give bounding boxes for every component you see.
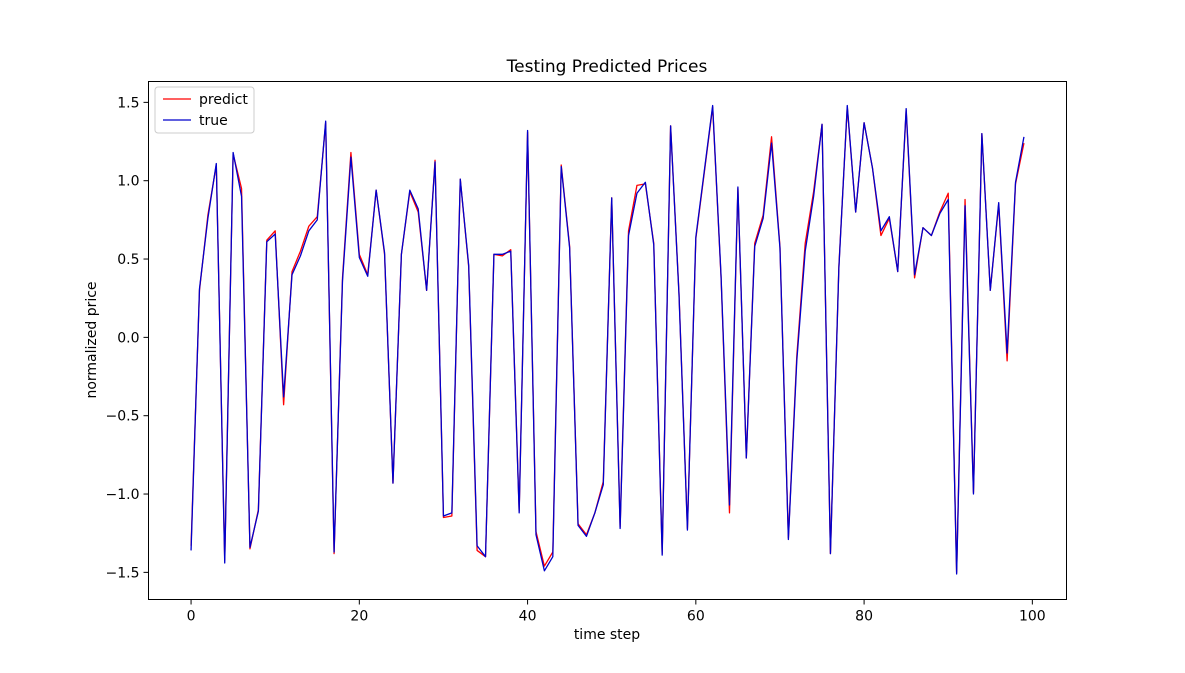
legend-label-true: true: [199, 113, 228, 129]
chart-title: Testing Predicted Prices: [506, 57, 708, 77]
y-tick-label: 0.5: [117, 252, 139, 268]
x-axis-label: time step: [574, 627, 640, 643]
y-axis-label: normalized price: [84, 281, 100, 398]
x-tick-label: 60: [687, 609, 705, 625]
y-tick-label: −0.5: [106, 409, 140, 425]
axes-ticks: 0 20 40 60 80 100 −1.5 −1.0 −0.5 0.0 0.5 1.0 1.5: [106, 95, 1046, 624]
y-tick-label: 1.0: [117, 174, 139, 190]
legend-label-predict: predict: [199, 92, 248, 108]
y-tick-label: 0.0: [117, 330, 139, 346]
y-tick-label: −1.0: [106, 487, 140, 503]
x-tick-label: 100: [1019, 609, 1046, 625]
y-tick-label: 1.5: [117, 95, 139, 111]
series-line-true: [190, 104, 1025, 575]
x-tick-label: 40: [519, 609, 537, 625]
legend: predict true: [154, 86, 255, 134]
x-tick-label: 20: [350, 609, 368, 625]
x-tick-label: 0: [187, 609, 196, 625]
x-tick-label: 80: [855, 609, 873, 625]
plot-area: [190, 104, 1025, 575]
y-tick-label: −1.5: [106, 565, 140, 581]
axes-frame: [148, 81, 1067, 600]
